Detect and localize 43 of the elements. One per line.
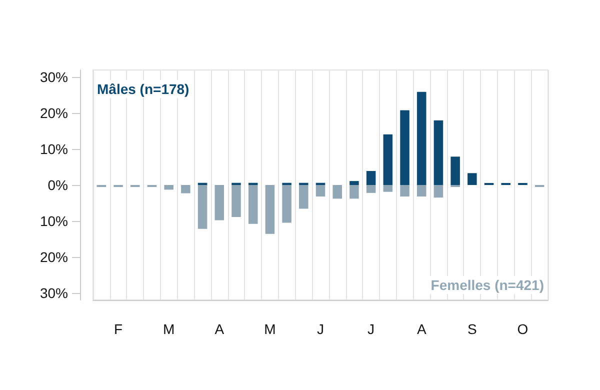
bar xyxy=(450,156,460,185)
bar xyxy=(181,185,190,194)
y-tick-label: 10% xyxy=(40,141,68,158)
bar xyxy=(350,181,359,185)
bar xyxy=(383,185,393,192)
bar xyxy=(434,185,444,198)
bar xyxy=(164,185,174,190)
bar xyxy=(299,185,308,209)
x-tick-label: A xyxy=(416,321,427,337)
x-tick-label: O xyxy=(517,321,528,337)
bar xyxy=(416,185,426,196)
y-tick-label: 30% xyxy=(40,69,68,86)
bar xyxy=(198,185,208,229)
bar xyxy=(366,170,376,185)
bar xyxy=(383,134,393,185)
text: Femelles (n=421) xyxy=(430,277,544,293)
bar xyxy=(248,185,258,224)
bar xyxy=(400,185,410,196)
x-tick-label: J xyxy=(317,321,324,337)
bar xyxy=(265,185,275,234)
bar xyxy=(416,92,426,185)
bar xyxy=(400,110,410,185)
x-tick-label: S xyxy=(467,321,477,337)
bar xyxy=(332,185,342,199)
bar xyxy=(468,173,477,185)
bar xyxy=(282,185,292,223)
text: Mâles (n=178) xyxy=(97,81,190,97)
y-tick-label: 10% xyxy=(40,212,68,229)
bar xyxy=(366,185,376,193)
bar xyxy=(434,120,444,185)
bar xyxy=(232,185,241,217)
bar xyxy=(350,185,359,199)
x-tick-label: M xyxy=(162,321,175,337)
x-tick-label: A xyxy=(214,321,225,337)
y-tick-label: 20% xyxy=(40,105,68,122)
x-tick-label: M xyxy=(264,321,276,337)
bar xyxy=(214,185,224,220)
y-tick-label: 20% xyxy=(40,248,68,265)
bar xyxy=(316,185,326,196)
x-tick-label: J xyxy=(368,321,375,337)
x-tick-label: F xyxy=(114,321,123,337)
y-tick-label: 0% xyxy=(48,177,68,193)
y-tick-label: 30% xyxy=(40,284,68,301)
